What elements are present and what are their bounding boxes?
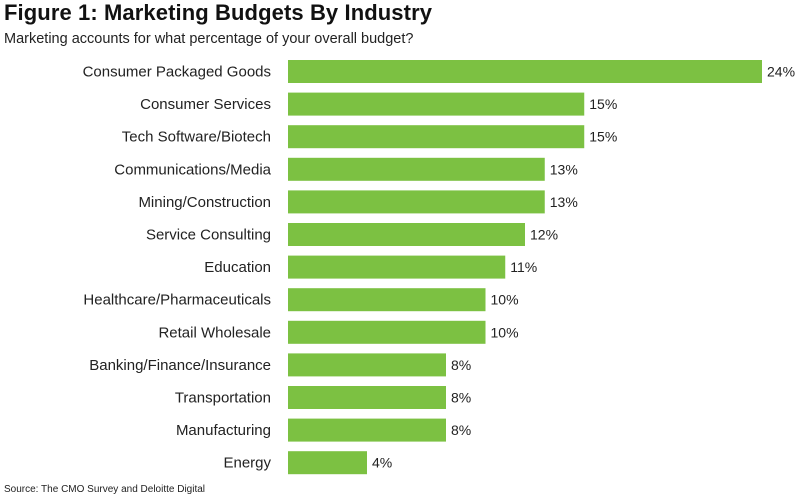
category-label: Transportation [175, 390, 271, 407]
value-label: 8% [451, 390, 471, 406]
value-label: 11% [510, 259, 537, 275]
bar [288, 255, 506, 279]
value-label: 13% [550, 161, 578, 177]
category-label: Education [204, 259, 271, 276]
value-label: 10% [491, 292, 519, 308]
category-label: Consumer Services [140, 96, 271, 113]
category-label: Tech Software/Biotech [122, 129, 271, 146]
category-label: Service Consulting [146, 227, 271, 244]
source-note: Source: The CMO Survey and Deloitte Digi… [4, 484, 206, 495]
bar [288, 288, 486, 312]
value-label: 10% [491, 324, 519, 340]
bar [288, 60, 762, 83]
value-label: 12% [530, 227, 558, 243]
category-label: Banking/Finance/Insurance [89, 357, 271, 374]
value-label: 8% [451, 422, 471, 438]
value-label: 4% [372, 455, 392, 471]
category-label: Retail Wholesale [158, 324, 271, 341]
category-label: Communications/Media [114, 161, 271, 178]
bar [288, 223, 525, 246]
bar [288, 353, 446, 377]
category-label: Consumer Packaged Goods [83, 64, 271, 81]
value-label: 15% [589, 129, 617, 145]
bar [288, 157, 545, 181]
category-label: Manufacturing [176, 422, 271, 439]
chart-title: Figure 1: Marketing Budgets By Industry [4, 0, 433, 25]
bar [288, 92, 585, 116]
bar [288, 418, 446, 442]
value-label: 15% [589, 96, 617, 112]
value-label: 24% [767, 64, 795, 80]
bar [288, 451, 367, 475]
category-label: Energy [223, 455, 271, 472]
bar [288, 386, 446, 409]
bar [288, 125, 585, 149]
category-label: Mining/Construction [138, 194, 271, 211]
bar [288, 190, 545, 214]
chart-subtitle: Marketing accounts for what percentage o… [4, 31, 414, 47]
category-label: Healthcare/Pharmaceuticals [83, 292, 271, 309]
bar [288, 320, 486, 344]
value-label: 13% [550, 194, 578, 210]
value-label: 8% [451, 357, 471, 373]
